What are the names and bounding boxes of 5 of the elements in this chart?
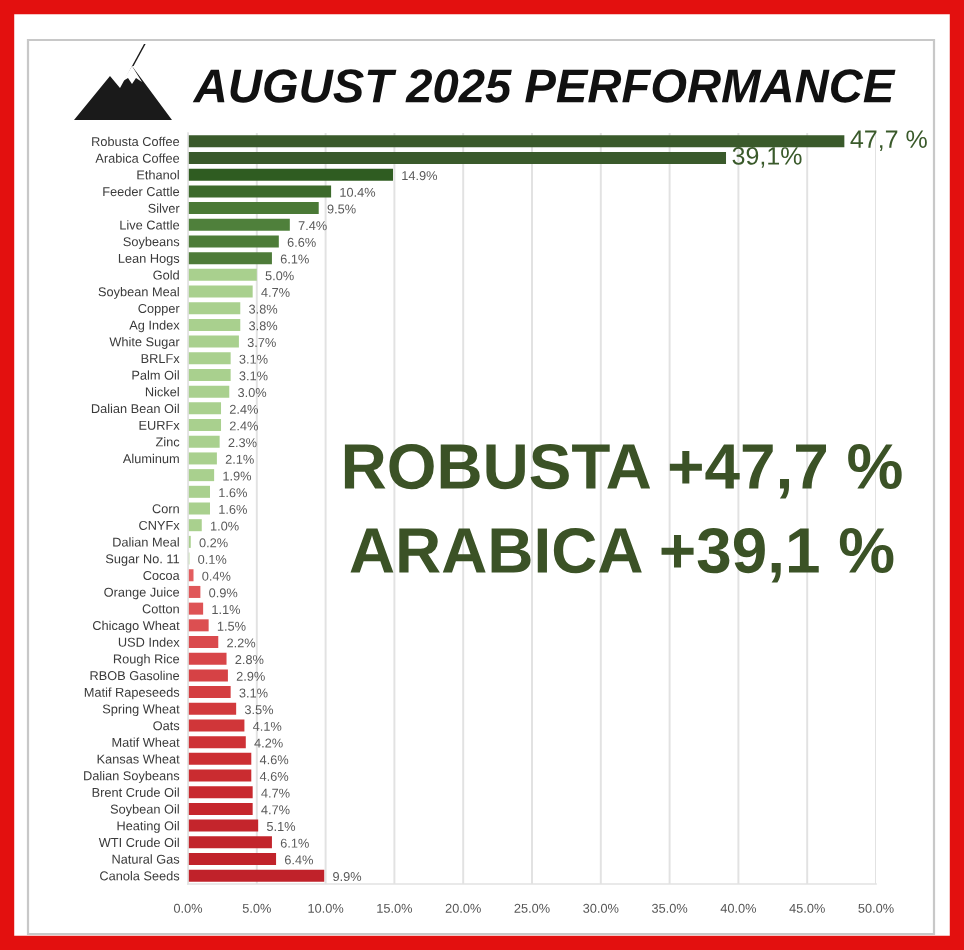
annotation: ROBUSTA +47,7 %	[344, 443, 902, 499]
annotation: ARABICA +39,1 %	[350, 527, 894, 583]
annotation: 39,1%	[732, 147, 802, 168]
annotation: 47,7 %	[850, 130, 927, 152]
chart-title: AUGUST 2025 PERFORMANCE	[192, 69, 896, 103]
